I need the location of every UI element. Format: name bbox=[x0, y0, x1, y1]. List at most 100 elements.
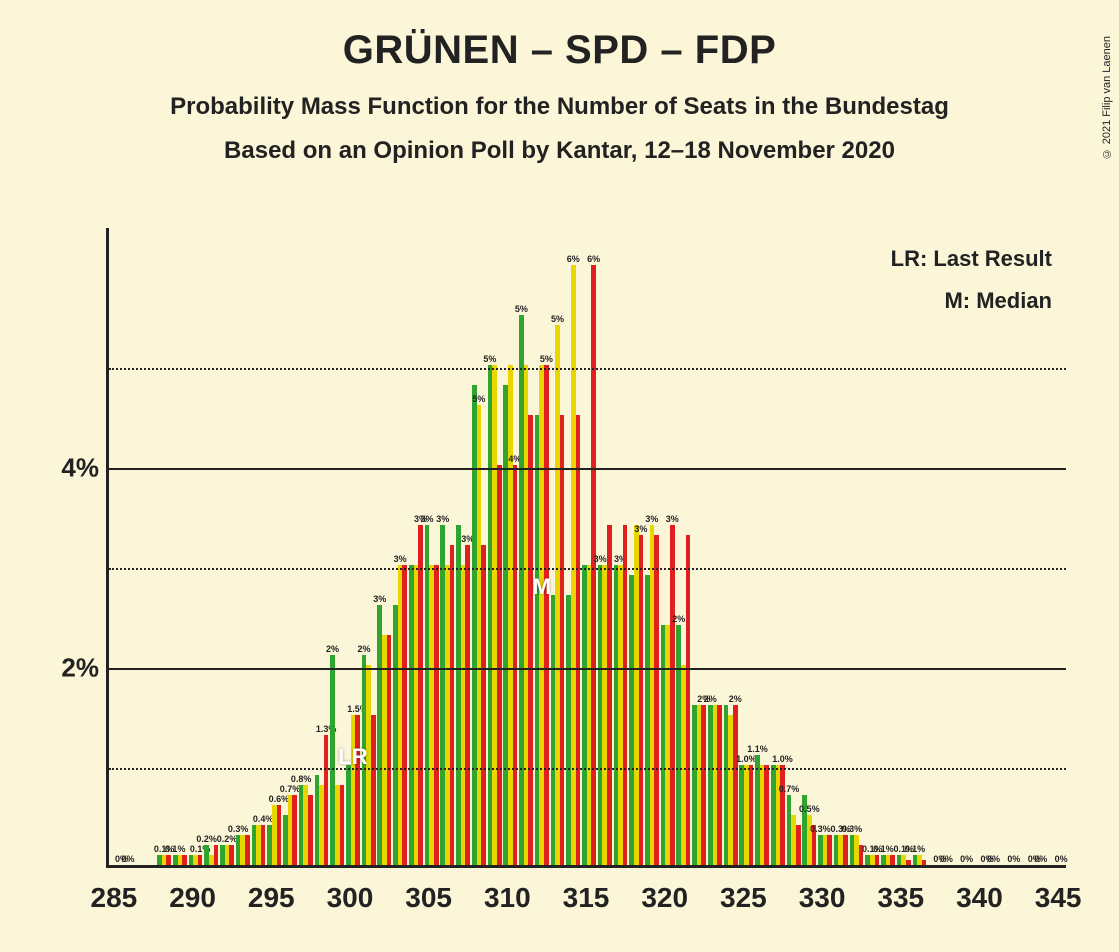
bar-red bbox=[890, 855, 895, 865]
chart-subtitle-2: Based on an Opinion Poll by Kantar, 12–1… bbox=[0, 137, 1119, 165]
bar-value-label: 0.1% bbox=[905, 844, 926, 855]
x-axis-tick-label: 300 bbox=[327, 882, 374, 914]
bar-red: 0.6% bbox=[277, 805, 282, 865]
bar-red: 3% bbox=[418, 525, 423, 865]
bar-red bbox=[607, 525, 612, 865]
bar-value-label: 0.6% bbox=[269, 794, 290, 805]
gridline bbox=[109, 668, 1066, 670]
bar-red bbox=[497, 465, 502, 865]
gridline bbox=[109, 468, 1066, 470]
bar-red bbox=[922, 860, 927, 865]
bar-value-label: 1.0% bbox=[736, 754, 757, 765]
bar-red bbox=[528, 415, 533, 865]
bar-value-label: 1.0% bbox=[772, 754, 793, 765]
bar-red bbox=[843, 835, 848, 865]
bar-red bbox=[182, 855, 187, 865]
bar-value-label: 0.2% bbox=[217, 834, 238, 845]
bar-value-label: 0.5% bbox=[799, 804, 820, 815]
bar-red bbox=[654, 535, 659, 865]
bar-red bbox=[686, 535, 691, 865]
bar-value-label: 0.2% bbox=[196, 834, 217, 845]
bar-value-label: 0% bbox=[1034, 854, 1047, 865]
bar-red: 3% bbox=[465, 545, 470, 865]
bar-red: 1.0% bbox=[780, 765, 785, 865]
bar-value-label: 0% bbox=[121, 854, 134, 865]
chart-area: LR: Last Result M: Median 0%0%0.1%0.1%0.… bbox=[58, 228, 1078, 868]
gridline bbox=[109, 768, 1066, 770]
x-axis-tick-label: 320 bbox=[641, 882, 688, 914]
bar-red bbox=[450, 545, 455, 865]
bar-value-label: 0% bbox=[940, 854, 953, 865]
bar-value-label: 3% bbox=[373, 594, 386, 605]
bar-value-label: 2% bbox=[729, 694, 742, 705]
bar-value-label: 1.1% bbox=[747, 744, 768, 755]
x-axis-tick-label: 305 bbox=[405, 882, 452, 914]
bar-value-label: 0% bbox=[1007, 854, 1020, 865]
bar-value-label: 5% bbox=[551, 314, 564, 325]
bar-red: 0.1% bbox=[198, 855, 203, 865]
x-axis-tick-label: 325 bbox=[720, 882, 767, 914]
bar-red bbox=[166, 855, 171, 865]
bar-value-label: 5% bbox=[472, 394, 485, 405]
bar-value-label: 3% bbox=[394, 554, 407, 565]
bar-red: 6% bbox=[591, 265, 596, 865]
bar-value-label: 0.8% bbox=[291, 774, 312, 785]
bar-value-label: 6% bbox=[587, 254, 600, 265]
bar-value-label: 0% bbox=[987, 854, 1000, 865]
bar-value-label: 5% bbox=[515, 304, 528, 315]
chart-title: GRÜNEN – SPD – FDP bbox=[0, 28, 1119, 73]
bar-value-label: 0.3% bbox=[810, 824, 831, 835]
plot-region: LR: Last Result M: Median 0%0%0.1%0.1%0.… bbox=[106, 228, 1066, 868]
x-axis-tick-label: 310 bbox=[484, 882, 531, 914]
bar-value-label: 3% bbox=[436, 514, 449, 525]
bar-red: 1.3% bbox=[324, 735, 329, 865]
y-axis-tick-label: 2% bbox=[61, 653, 109, 684]
x-axis-tick-label: 315 bbox=[563, 882, 610, 914]
x-axis-tick-label: 340 bbox=[956, 882, 1003, 914]
bar-red bbox=[371, 715, 376, 865]
bar-value-label: 0.1% bbox=[165, 844, 186, 855]
bar-red bbox=[749, 765, 754, 865]
x-axis-tick-label: 345 bbox=[1035, 882, 1082, 914]
bar-value-label: 0.1% bbox=[873, 844, 894, 855]
bar-value-label: 0% bbox=[1055, 854, 1068, 865]
bar-value-label: 2% bbox=[358, 644, 371, 655]
bar-red: 5% bbox=[544, 365, 549, 865]
bar-red bbox=[402, 565, 407, 865]
bar-red bbox=[434, 565, 439, 865]
bar-red: 4% bbox=[513, 465, 518, 865]
x-axis: 285290295300305310315320325330335340345 bbox=[106, 868, 1066, 928]
bar-red: 0.4% bbox=[261, 825, 266, 865]
x-axis-tick-label: 330 bbox=[799, 882, 846, 914]
chart-subtitle-1: Probability Mass Function for the Number… bbox=[0, 93, 1119, 121]
bar-value-label: 0.3% bbox=[228, 824, 249, 835]
bar-red: 2% bbox=[733, 705, 738, 865]
bar-red bbox=[906, 860, 911, 865]
bar-red bbox=[214, 845, 219, 865]
bar-red: 3% bbox=[670, 525, 675, 865]
bar-value-label: 5% bbox=[540, 354, 553, 365]
bar-value-label: 6% bbox=[567, 254, 580, 265]
bar-value-label: 0% bbox=[960, 854, 973, 865]
bar-value-label: 3% bbox=[645, 514, 658, 525]
bar-red bbox=[576, 415, 581, 865]
gridline bbox=[109, 568, 1066, 570]
y-axis-tick-label: 4% bbox=[61, 453, 109, 484]
bar-red bbox=[623, 525, 628, 865]
x-axis-tick-label: 290 bbox=[169, 882, 216, 914]
bar-value-label: 0.7% bbox=[280, 784, 301, 795]
bar-value-label: 0.7% bbox=[779, 784, 800, 795]
bar-value-label: 0.4% bbox=[253, 814, 274, 825]
gridline bbox=[109, 368, 1066, 370]
bar-value-label: 0.3% bbox=[842, 824, 863, 835]
bar-value-label: 2% bbox=[704, 694, 717, 705]
bar-red bbox=[796, 825, 801, 865]
bar-red bbox=[875, 855, 880, 865]
bar-red bbox=[764, 765, 769, 865]
bar-red bbox=[340, 785, 345, 865]
bar-red bbox=[292, 795, 297, 865]
bar-red bbox=[229, 845, 234, 865]
bar-red bbox=[827, 835, 832, 865]
bar-red bbox=[245, 835, 250, 865]
bar-red bbox=[308, 795, 313, 865]
